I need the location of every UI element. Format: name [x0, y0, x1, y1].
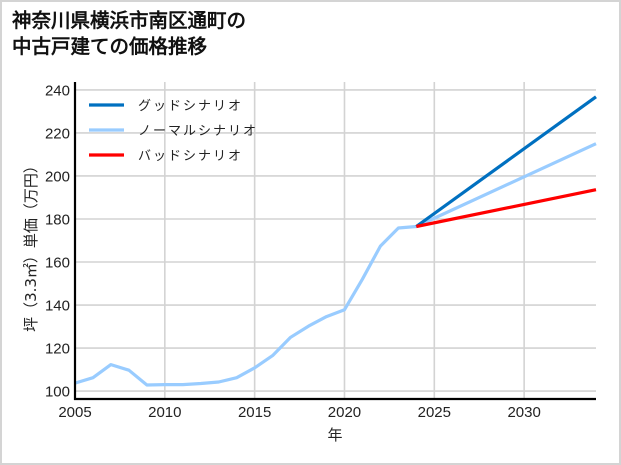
y-tick-label: 120	[45, 341, 70, 358]
chart-title: 神奈川県横浜市南区通町の 中古戸建ての価格推移	[12, 8, 246, 60]
chart-title-line-2: 中古戸建ての価格推移	[12, 35, 208, 58]
x-tick-label: 2010	[148, 404, 181, 421]
y-tick-label: 140	[45, 298, 70, 315]
series-line	[415, 95, 597, 228]
series-lines	[74, 95, 597, 387]
series-line	[415, 188, 597, 229]
x-tick-label: 2025	[418, 404, 451, 421]
y-axis-label: 坪（3.3㎡）単価（万円）	[22, 158, 40, 332]
series-line	[74, 142, 597, 387]
axes	[73, 82, 596, 401]
tick-labels: 2005 2010 2015 2020 2025 2030 100 120 140 160 180 2…	[45, 82, 541, 421]
y-tick-label: 100	[45, 384, 70, 401]
chart-title-line-1: 神奈川県横浜市南区通町の	[12, 9, 247, 32]
x-tick-label: 2030	[507, 404, 540, 421]
gridlines	[74, 82, 596, 399]
y-tick-label: 160	[45, 255, 70, 272]
y-tick-label: 240	[45, 82, 70, 99]
legend-label: グッドシナリオ	[138, 99, 243, 114]
y-tick-label: 220	[45, 125, 70, 142]
x-tick-label: 2005	[58, 404, 91, 421]
y-tick-label: 180	[45, 211, 70, 228]
x-tick-label: 2020	[328, 404, 361, 421]
legend-label: ノーマルシナリオ	[138, 124, 258, 139]
x-tick-label: 2015	[238, 404, 271, 421]
legend-label: バッドシナリオ	[138, 149, 243, 164]
y-tick-label: 200	[45, 168, 70, 185]
x-axis-label: 年	[327, 426, 342, 444]
